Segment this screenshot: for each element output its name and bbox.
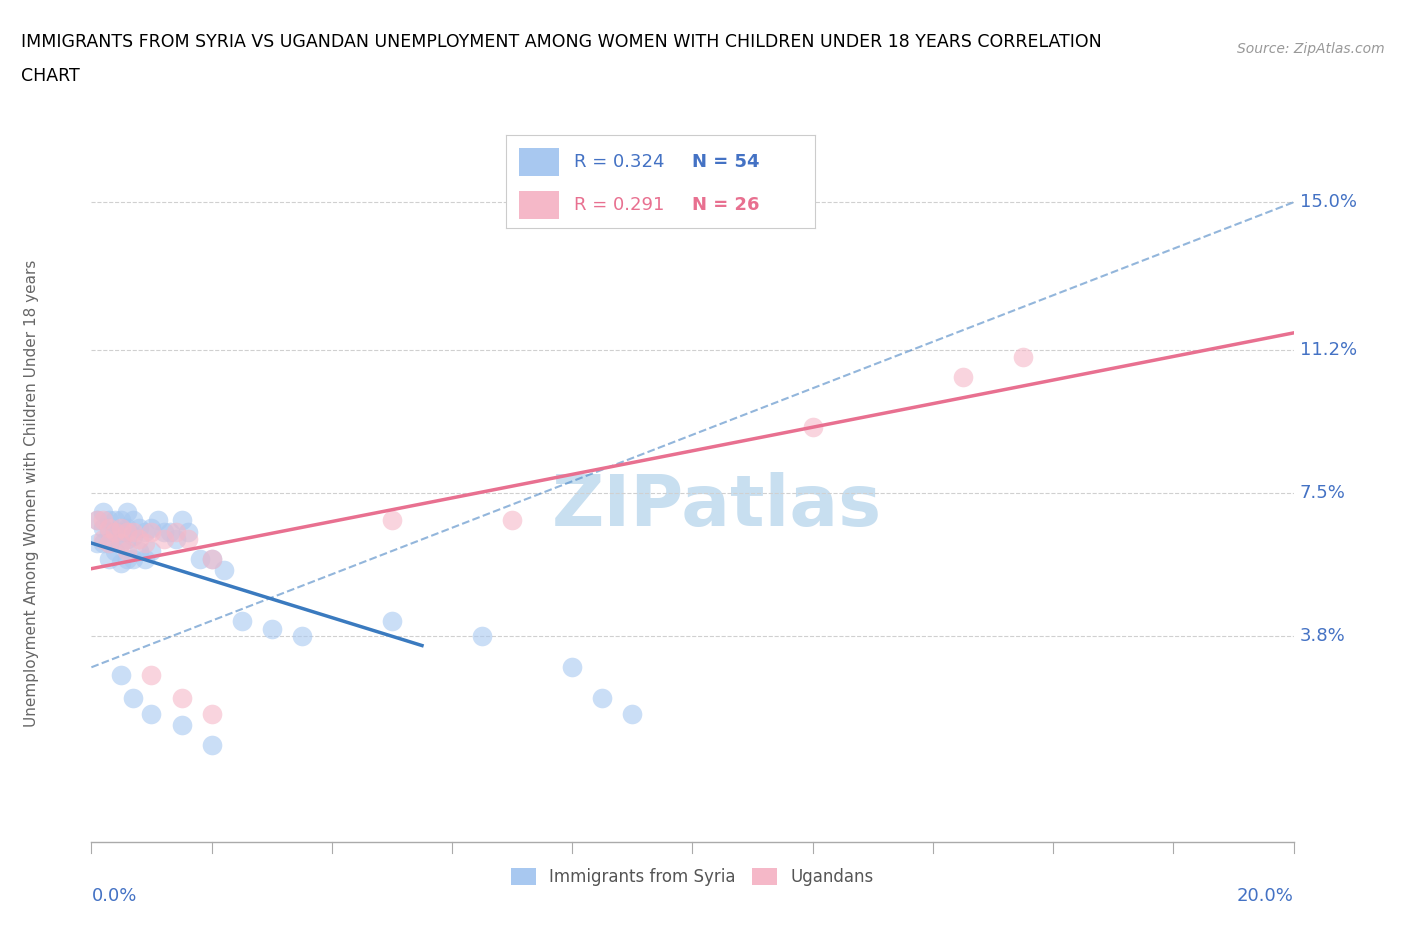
Point	[98, 512, 121, 527]
Point	[159, 525, 181, 539]
Point	[152, 532, 174, 547]
Legend: Immigrants from Syria, Ugandans: Immigrants from Syria, Ugandans	[505, 861, 880, 893]
Point	[110, 525, 132, 539]
Point	[117, 551, 139, 566]
Text: Unemployment Among Women with Children Under 18 years: Unemployment Among Women with Children U…	[24, 259, 39, 726]
Point	[86, 536, 108, 551]
Point	[201, 707, 224, 722]
Point	[501, 512, 523, 527]
Point	[134, 536, 156, 551]
Point	[176, 532, 198, 547]
Point	[122, 551, 145, 566]
Point	[141, 525, 163, 539]
Point	[952, 369, 974, 384]
Point	[134, 525, 156, 539]
Point	[141, 707, 163, 722]
Point	[152, 525, 174, 539]
Point	[117, 505, 139, 520]
Point	[381, 614, 404, 629]
Bar	[519, 191, 558, 219]
Point	[110, 536, 132, 551]
Text: IMMIGRANTS FROM SYRIA VS UGANDAN UNEMPLOYMENT AMONG WOMEN WITH CHILDREN UNDER 18: IMMIGRANTS FROM SYRIA VS UGANDAN UNEMPLO…	[21, 33, 1102, 50]
Point	[176, 525, 198, 539]
Point	[165, 525, 187, 539]
Point	[104, 512, 127, 527]
Text: N = 26: N = 26	[692, 195, 759, 214]
Point	[98, 521, 121, 536]
Point	[170, 512, 193, 527]
Point	[146, 512, 169, 527]
Point	[170, 691, 193, 706]
Text: 3.8%: 3.8%	[1299, 627, 1346, 645]
Point	[591, 691, 613, 706]
Text: 0.0%: 0.0%	[91, 887, 136, 905]
Point	[165, 532, 187, 547]
Point	[291, 629, 314, 644]
Point	[98, 536, 121, 551]
Point	[93, 521, 115, 536]
Point	[231, 614, 253, 629]
Text: ZIPatlas: ZIPatlas	[551, 472, 882, 541]
Point	[93, 512, 115, 527]
Point	[117, 521, 139, 536]
Bar	[519, 148, 558, 176]
Text: 20.0%: 20.0%	[1237, 887, 1294, 905]
Point	[141, 543, 163, 558]
Point	[93, 532, 115, 547]
Point	[1012, 350, 1035, 365]
Point	[104, 543, 127, 558]
Point	[110, 512, 132, 527]
Text: R = 0.324: R = 0.324	[574, 153, 665, 171]
Text: 7.5%: 7.5%	[1299, 484, 1346, 502]
Point	[122, 512, 145, 527]
Point	[93, 505, 115, 520]
Point	[471, 629, 494, 644]
Text: CHART: CHART	[21, 67, 80, 85]
Point	[110, 555, 132, 570]
Text: R = 0.291: R = 0.291	[574, 195, 665, 214]
Point	[170, 718, 193, 733]
Point	[86, 512, 108, 527]
Point	[117, 543, 139, 558]
Point	[98, 525, 121, 539]
Point	[122, 691, 145, 706]
Point	[141, 668, 163, 683]
Point	[128, 521, 150, 536]
Point	[260, 621, 283, 636]
Point	[122, 525, 145, 539]
Point	[86, 512, 108, 527]
Point	[801, 419, 824, 434]
Point	[117, 532, 139, 547]
Point	[201, 551, 224, 566]
Point	[621, 707, 644, 722]
Point	[93, 536, 115, 551]
Point	[104, 525, 127, 539]
Text: Source: ZipAtlas.com: Source: ZipAtlas.com	[1237, 42, 1385, 56]
Point	[104, 525, 127, 539]
Point	[561, 660, 583, 675]
Text: N = 54: N = 54	[692, 153, 759, 171]
Point	[128, 532, 150, 547]
Point	[110, 536, 132, 551]
Text: 15.0%: 15.0%	[1299, 193, 1357, 211]
Point	[110, 668, 132, 683]
Point	[98, 551, 121, 566]
Point	[134, 551, 156, 566]
Point	[381, 512, 404, 527]
Text: 11.2%: 11.2%	[1299, 340, 1357, 359]
Point	[201, 551, 224, 566]
Point	[122, 528, 145, 543]
Point	[128, 543, 150, 558]
Point	[117, 525, 139, 539]
Point	[110, 521, 132, 536]
Point	[188, 551, 211, 566]
Point	[141, 521, 163, 536]
Point	[201, 737, 224, 752]
Point	[98, 536, 121, 551]
Point	[212, 563, 235, 578]
